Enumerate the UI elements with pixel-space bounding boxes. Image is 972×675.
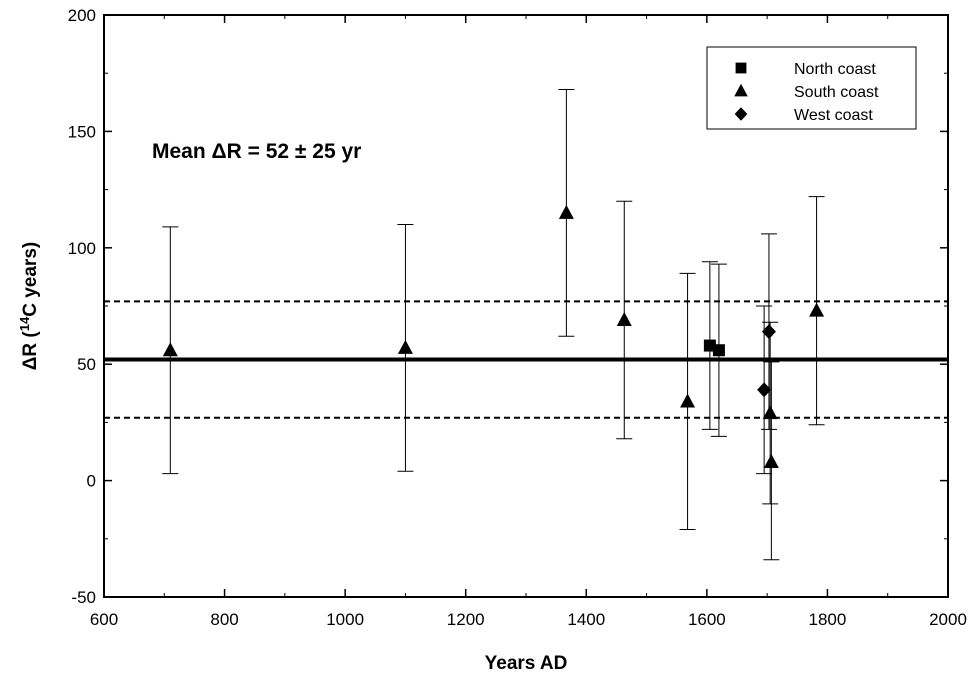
y-tick-label: 200 [68,6,96,25]
x-tick-labels: 600 800 1000 1200 1400 1600 1800 2000 [90,610,967,629]
y-tick-label: 0 [87,472,96,491]
y-axis-title: ΔR (14C years) [17,242,42,370]
triangle-marker [680,393,696,408]
triangle-marker [558,204,574,219]
x-tick-label: 1200 [447,610,485,629]
x-tick-label: 1000 [326,610,364,629]
y-tick-label: -50 [71,588,96,607]
y-tick-labels: -50 0 50 100 150 200 [68,6,96,607]
square-marker [703,339,716,352]
legend-label: West coast [794,107,873,124]
axis-ticks [103,14,949,598]
legend-square-marker [735,62,747,74]
triangle-marker [763,453,779,468]
triangle-marker [397,339,413,354]
diamond-marker [757,382,772,398]
square-marker [712,344,725,357]
x-tick-label: 600 [90,610,118,629]
x-tick-label: 800 [210,610,238,629]
x-tick-label: 1600 [688,610,726,629]
legend-triangle-marker [734,83,748,97]
x-tick-label: 1400 [567,610,605,629]
mean-annotation: Mean ΔR = 52 ± 25 yr [152,140,361,163]
y-axis-title-after: C years) [20,242,41,317]
legend-label: South coast [794,84,879,101]
data-markers [162,204,825,468]
x-tick-label: 1800 [809,610,847,629]
y-tick-label: 100 [68,239,96,258]
triangle-marker [616,311,632,326]
legend-diamond-marker [734,107,748,121]
y-tick-label: 150 [68,122,96,141]
triangle-marker [809,302,825,317]
legend: North coast South coast West coast [706,46,917,130]
x-tick-label: 2000 [929,610,967,629]
y-axis-title-before: ΔR ( [20,331,41,371]
diamond-marker [761,324,776,340]
reference-lines [104,300,948,419]
triangle-marker [162,342,178,357]
legend-label: North coast [794,61,876,78]
x-axis-title: Years AD [485,653,568,674]
y-tick-label: 50 [77,355,96,374]
triangle-marker [762,405,778,420]
y-axis-title-superscript: 14 [17,316,32,331]
